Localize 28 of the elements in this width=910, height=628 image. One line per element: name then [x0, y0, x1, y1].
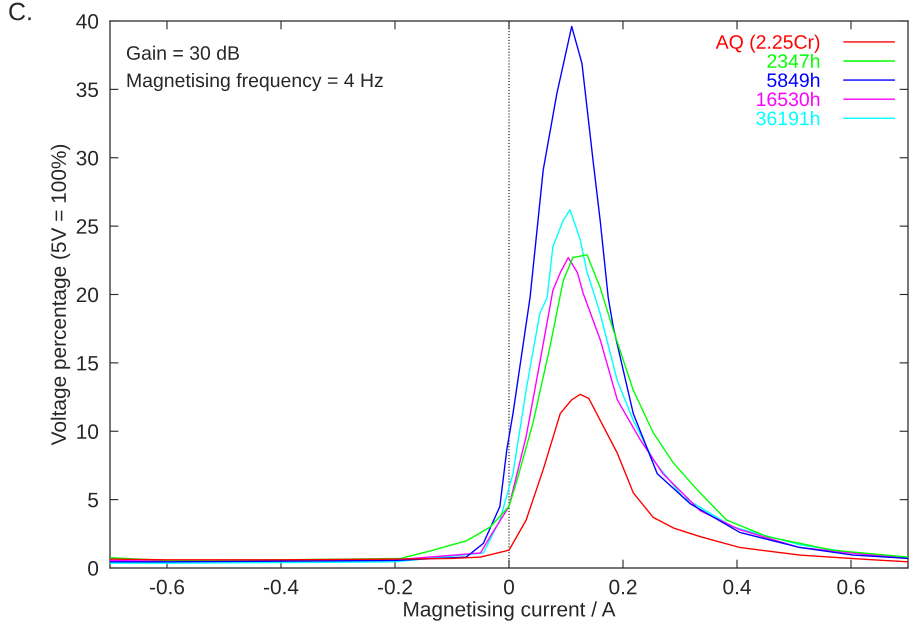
x-tick-label: 0.6 [837, 580, 865, 594]
y-tick-label: 0 [88, 561, 98, 576]
y-tick-label: 35 [76, 82, 98, 98]
text: C. [9, 2, 31, 20]
legend-label: 36191h [756, 111, 820, 126]
y-axis-title: Voltage percentage (5V = 100%) [50, 144, 70, 446]
annotation: Magnetising frequency = 4 Hz [128, 72, 383, 92]
legend-label: AQ (2.25Cr) [716, 34, 820, 53]
x-tick-label: 0.4 [723, 580, 751, 594]
x-axis-title: Magnetising current / A [404, 601, 616, 621]
x-tick-label: 0 [504, 580, 514, 594]
x-tick-label: -0.4 [264, 580, 298, 594]
x-tick-label: 0.2 [609, 580, 636, 594]
x-tick-label: -0.2 [378, 580, 412, 594]
line-series [110, 26, 908, 563]
line-series [110, 394, 908, 563]
y-tick-label: 40 [76, 14, 98, 29]
y-tick-label: 10 [77, 424, 98, 440]
y-tick-label: 20 [76, 288, 98, 302]
y-tick-label: 30 [76, 150, 98, 166]
legend-label: 5849h [767, 72, 820, 88]
y-tick-label: 25 [76, 219, 98, 234]
legend-label: 16530h [757, 92, 820, 106]
x-tick-label: -0.6 [150, 580, 184, 594]
y-tick-label: 5 [88, 492, 98, 508]
annotation: Gain = 30 dB [126, 46, 239, 60]
legend-label: 2347h [767, 54, 820, 68]
y-tick-label: 15 [77, 356, 98, 371]
